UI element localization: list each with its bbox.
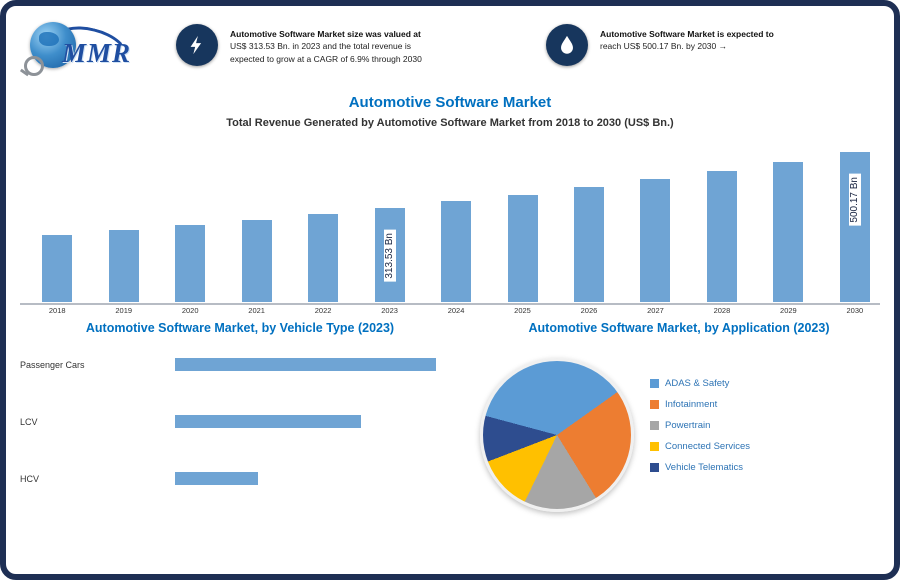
x-axis-line — [20, 303, 880, 305]
revenue-bar — [308, 214, 339, 302]
vehicle-type-chart-title: Automotive Software Market, by Vehicle T… — [85, 321, 395, 335]
chart-subtitle: Total Revenue Generated by Automotive So… — [226, 117, 674, 129]
revenue-bar — [507, 195, 538, 302]
application-pie-chart — [480, 358, 634, 512]
x-axis-label: 2019 — [115, 306, 133, 315]
page-title: Automotive Software Market — [348, 94, 552, 111]
revenue-bar — [175, 225, 206, 302]
hbar — [175, 415, 361, 428]
bar-slot — [157, 146, 223, 302]
hbar-row: LCV — [20, 415, 466, 428]
legend-item: Infotainment — [650, 399, 750, 410]
callout-2-line-2: reach US$ 500.17 Bn. by 2030 → — [600, 41, 728, 52]
hbar-row: HCV — [20, 472, 466, 485]
vehicle-type-bar-chart: Passenger Cars LCV HCV — [20, 358, 466, 485]
revenue-bar-chart: 313.53 Bn 500.17 Bn — [24, 146, 888, 302]
x-axis-label: 2027 — [647, 306, 664, 315]
application-chart-title: Automotive Software Market, by Applicati… — [528, 321, 830, 335]
legend-label: Vehicle Telematics — [665, 462, 743, 473]
revenue-bar — [241, 220, 272, 302]
legend-swatch — [650, 421, 659, 430]
legend-item: Powertrain — [650, 420, 750, 431]
legend-swatch — [650, 463, 659, 472]
bar-slot: 313.53 Bn — [356, 146, 422, 302]
mmr-logo: MMR — [22, 16, 162, 78]
x-axis-label: 2029 — [780, 306, 797, 315]
revenue-bar — [773, 162, 804, 302]
bar-slot — [423, 146, 489, 302]
legend-label: Connected Services — [665, 441, 751, 452]
callout-1-line-2: US$ 313.53 Bn. in 2023 and the total rev… — [230, 41, 411, 52]
bar-slot: 500.17 Bn — [822, 146, 888, 302]
hbar-category-label: HCV — [20, 473, 40, 484]
bar-slot — [90, 146, 156, 302]
revenue-bar — [640, 179, 671, 302]
bar-data-label: 313.53 Bn — [383, 230, 396, 282]
drop-icon — [546, 24, 588, 66]
legend-swatch — [650, 400, 659, 409]
header-callout-2: Automotive Software Market is expected t… — [546, 24, 876, 66]
x-axis-label: 2021 — [248, 306, 265, 315]
hbar — [175, 472, 258, 485]
hbar-category-label: Passenger Cars — [20, 359, 85, 370]
x-axis-label: 2028 — [713, 306, 731, 315]
callout-1-line-3: expected to grow at a CAGR of 6.9% throu… — [230, 53, 422, 64]
callout-2-line-1: Automotive Software Market is expected t… — [600, 29, 774, 39]
legend-swatch — [650, 379, 659, 388]
bar-slot — [689, 146, 755, 302]
revenue-bar — [42, 235, 73, 302]
x-axis-label: 2022 — [314, 306, 332, 315]
x-axis-label: 2026 — [580, 306, 598, 315]
hbar-category-label: LCV — [20, 416, 38, 427]
legend-item: ADAS & Safety — [650, 378, 750, 389]
x-axis-label: 2030 — [846, 306, 864, 315]
header-callout-1: Automotive Software Market size was valu… — [176, 24, 506, 66]
revenue-bar — [573, 187, 604, 302]
legend-item: Vehicle Telematics — [650, 462, 750, 473]
legend-label: Powertrain — [665, 420, 711, 431]
revenue-bar — [108, 230, 139, 302]
legend-label: Infotainment — [665, 399, 718, 410]
bar-data-label: 500.17 Bn — [848, 174, 861, 226]
callout-1-line-1: Automotive Software Market size was valu… — [230, 29, 421, 39]
revenue-bar — [441, 201, 472, 302]
bar-slot — [24, 146, 90, 302]
x-axis-label: 2020 — [181, 306, 199, 315]
bolt-icon — [176, 24, 218, 66]
bar-slot — [622, 146, 688, 302]
hbar — [175, 358, 436, 371]
bar-slot — [489, 146, 555, 302]
bar-slot — [290, 146, 356, 302]
legend-swatch — [650, 442, 659, 451]
x-axis-label: 2025 — [514, 306, 531, 315]
bar-slot — [755, 146, 821, 302]
legend-item: Connected Services — [650, 441, 750, 452]
hbar-row: Passenger Cars — [20, 358, 466, 371]
legend-label: ADAS & Safety — [665, 378, 730, 389]
bar-slot — [556, 146, 622, 302]
revenue-bar — [706, 171, 737, 302]
bar-slot — [223, 146, 289, 302]
magnifier-icon — [24, 56, 44, 76]
x-axis-label: 2023 — [381, 306, 398, 315]
logo-text: MMR — [62, 38, 132, 68]
x-axis-label: 2024 — [447, 306, 465, 315]
pie-legend: ADAS & Safety Infotainment Powertrain Conne… — [650, 378, 750, 473]
x-axis-label: 2018 — [48, 306, 66, 315]
x-axis-labels: 2018 2019 2020 2021 2022 2023 2024 2025 2026 2027… — [24, 306, 888, 315]
